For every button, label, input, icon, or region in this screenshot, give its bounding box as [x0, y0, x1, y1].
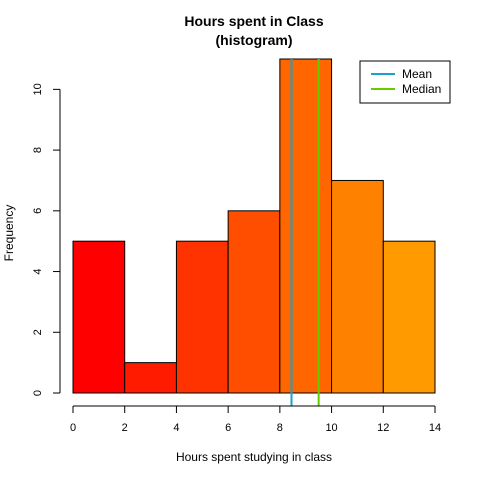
y-tick-label-4: 4 [32, 268, 44, 274]
y-tick-label-6: 6 [32, 208, 44, 214]
legend-label-median: Median [402, 82, 441, 96]
legend-box [359, 60, 451, 104]
histogram-bar-2 [175, 240, 229, 394]
x-tick-label-0: 0 [70, 422, 76, 434]
histogram-bar-6 [382, 240, 436, 394]
x-tick-label-4: 4 [173, 422, 179, 434]
chart-subtitle: (histogram) [216, 32, 293, 48]
x-tick-label-6: 6 [225, 422, 231, 434]
x-tick-label-10: 10 [325, 422, 337, 434]
y-tick-label-2: 2 [32, 329, 44, 335]
histogram-bar-4 [279, 58, 333, 394]
y-tick-label-0: 0 [32, 390, 44, 396]
x-tick-label-12: 12 [377, 422, 389, 434]
y-tick-label-10: 10 [32, 83, 44, 95]
x-axis-label: Hours spent studying in class [176, 450, 332, 464]
x-tick-label-2: 2 [122, 422, 128, 434]
chart-title: Hours spent in Class [184, 13, 323, 29]
y-axis-label: Frequency [2, 205, 16, 262]
histogram-bar-0 [72, 240, 126, 394]
axes-layer: 0 2 4 6 8 10 12 14 0 2 4 6 8 10 [32, 83, 441, 434]
bars-layer [72, 58, 436, 394]
x-tick-label-8: 8 [277, 422, 283, 434]
x-tick-label-14: 14 [429, 422, 441, 434]
y-tick-label-8: 8 [32, 147, 44, 153]
histogram-bar-3 [227, 210, 281, 394]
legend-label-mean: Mean [402, 67, 432, 81]
histogram-bar-5 [331, 179, 384, 394]
reference-lines-layer [290, 59, 320, 406]
histogram-bar-1 [124, 362, 177, 394]
